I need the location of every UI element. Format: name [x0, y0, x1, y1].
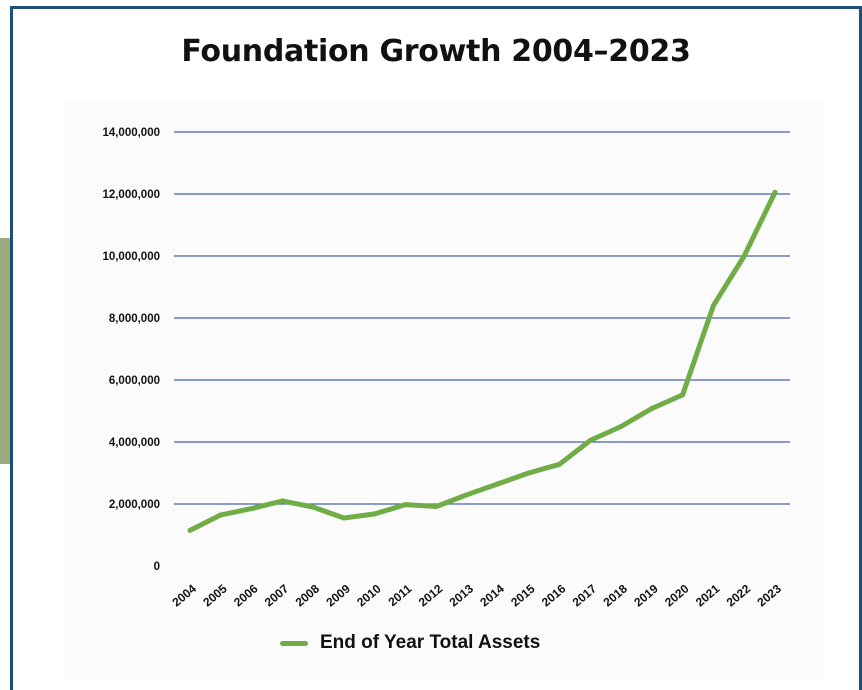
data-point — [557, 461, 562, 467]
data-point — [403, 502, 408, 508]
data-point — [310, 504, 316, 510]
x-tick-label: 2020 — [662, 581, 692, 609]
y-tick-label: 2,000,000 — [109, 499, 160, 511]
data-point — [710, 303, 716, 309]
y-tick-label: 8,000,000 — [109, 313, 160, 325]
x-tick-label: 2013 — [447, 581, 477, 609]
x-tick-label: 2017 — [570, 581, 600, 609]
data-point — [649, 406, 655, 411]
y-tick-label: 0 — [154, 561, 160, 573]
x-tick-label: 2021 — [693, 581, 723, 609]
y-tick-label: 10,000,000 — [102, 251, 160, 263]
legend: End of Year Total Assets — [280, 631, 540, 655]
data-point — [587, 437, 593, 443]
data-point — [618, 424, 624, 429]
data-point — [279, 498, 285, 504]
legend-swatch — [280, 640, 308, 646]
data-point — [433, 504, 439, 509]
data-point — [526, 470, 532, 476]
y-tick-label: 6,000,000 — [109, 375, 160, 387]
grid-layer — [174, 131, 790, 505]
data-point — [341, 515, 347, 521]
x-tick-label: 2008 — [293, 581, 323, 609]
x-tick-label: 2007 — [262, 581, 292, 609]
x-tick-label: 2022 — [724, 581, 754, 609]
data-point — [741, 253, 747, 259]
y-tick-labels: 0 2,000,000 4,000,000 6,000,000 8,000,000 10,… — [102, 127, 160, 573]
chart-title: Foundation Growth 2004–2023 — [181, 34, 691, 69]
x-tick-label: 2014 — [477, 581, 507, 609]
x-tick-label: 2011 — [386, 581, 415, 609]
data-point — [187, 527, 193, 533]
data-point — [464, 492, 470, 498]
x-tick-label: 2023 — [754, 581, 784, 609]
chart-panel — [64, 100, 824, 680]
x-tick-label: 2009 — [323, 581, 353, 609]
x-tick-label: 2006 — [231, 581, 261, 609]
x-tick-label: 2005 — [200, 581, 230, 609]
data-point — [772, 189, 778, 195]
x-tick-label: 2016 — [539, 581, 569, 609]
x-tick-label: 2019 — [631, 581, 661, 609]
y-tick-label: 14,000,000 — [102, 127, 160, 139]
y-tick-label: 4,000,000 — [109, 437, 160, 449]
series-line — [187, 189, 778, 533]
x-tick-label: 2010 — [354, 581, 384, 609]
y-tick-label: 12,000,000 — [102, 189, 160, 201]
x-tick-label: 2004 — [169, 581, 199, 609]
x-tick-label: 2012 — [416, 581, 446, 609]
side-accent-bar — [0, 238, 10, 464]
x-tick-label: 2018 — [601, 581, 631, 609]
data-point — [495, 481, 501, 487]
data-point — [249, 506, 255, 512]
x-tick-label: 2015 — [508, 581, 538, 609]
data-point — [680, 392, 686, 398]
legend-label: End of Year Total Assets — [320, 632, 541, 653]
data-point — [372, 511, 378, 517]
data-point — [218, 512, 224, 518]
series-layer — [187, 189, 778, 533]
x-tick-labels: 2004 2005 2006 2007 2008 2009 2010 2011 2012 2013… — [169, 581, 784, 609]
